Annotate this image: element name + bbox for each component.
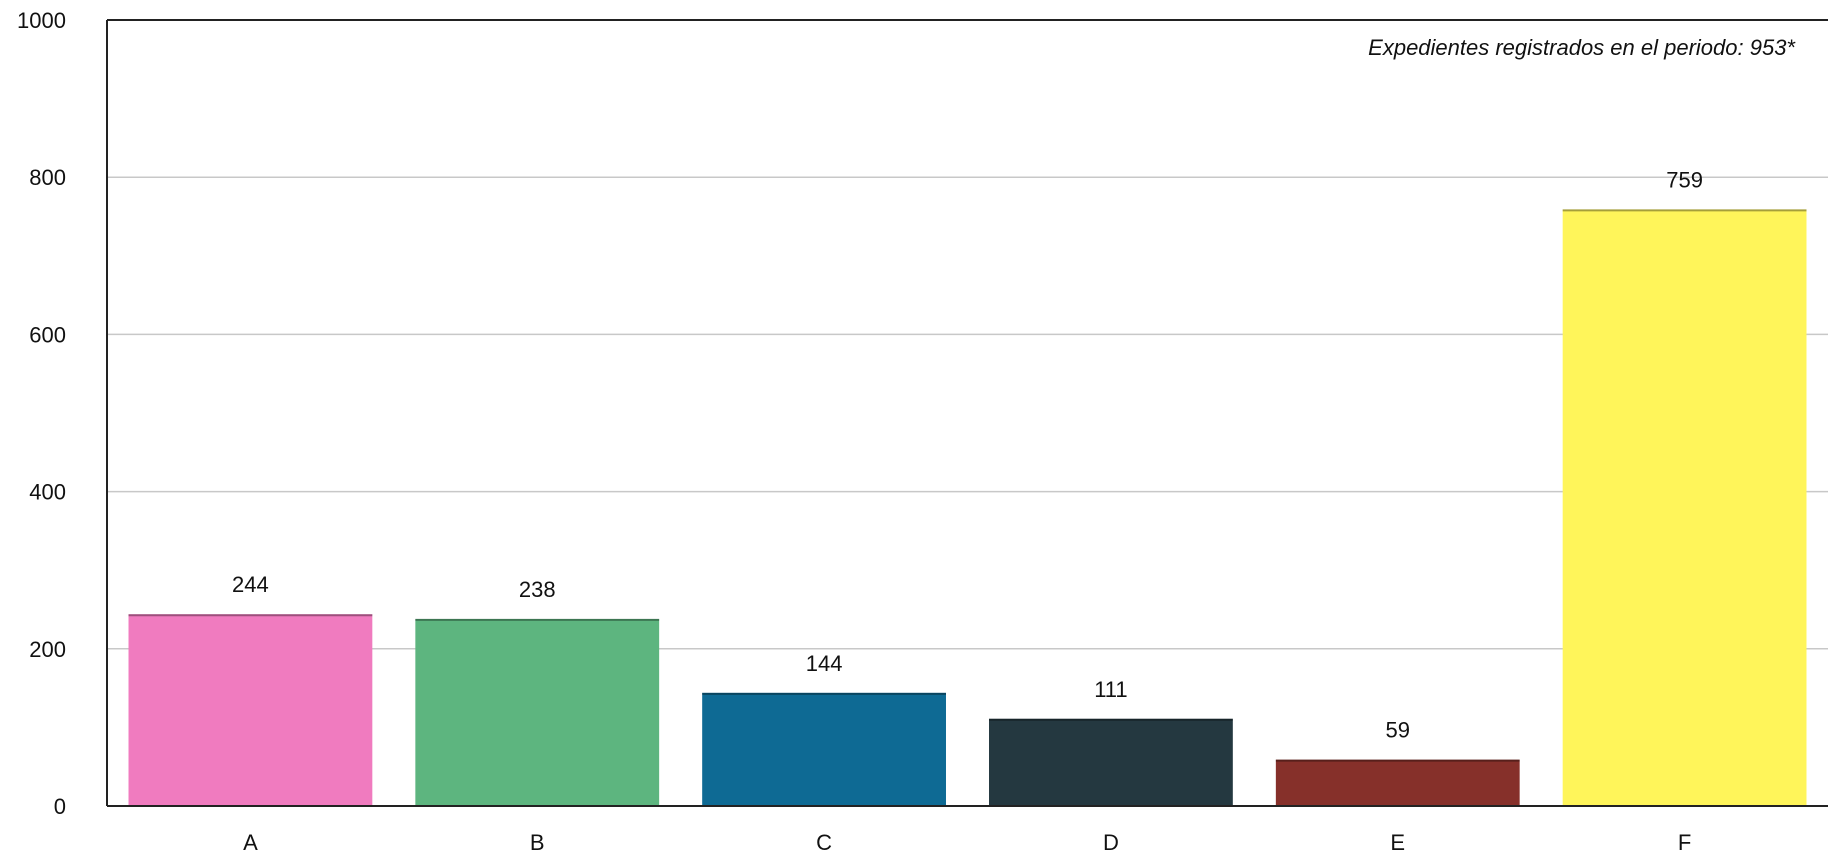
x-tick-label: E — [1390, 830, 1405, 855]
x-tick-label: C — [816, 830, 832, 855]
x-tick-label: B — [530, 830, 545, 855]
data-label-d: 111 — [1094, 677, 1127, 702]
bar-e — [1275, 759, 1520, 806]
bar-a — [128, 614, 373, 806]
y-tick-label: 1000 — [17, 8, 66, 33]
bar-b — [415, 618, 660, 806]
bar-c — [702, 692, 946, 806]
bar-f — [1562, 209, 1807, 806]
data-label-b: 238 — [519, 577, 556, 602]
y-tick-label: 200 — [29, 637, 66, 662]
x-tick-label: F — [1678, 830, 1691, 855]
data-label-f: 759 — [1666, 167, 1703, 192]
gridlines — [107, 176, 1828, 650]
bars — [128, 209, 1807, 806]
axes: 0 200 400 600 800 1000 A B C D E F — [17, 8, 1828, 855]
y-tick-label: 0 — [54, 794, 66, 819]
data-label-e: 59 — [1386, 718, 1410, 743]
data-label-c: 144 — [806, 651, 843, 676]
y-tick-label: 800 — [29, 165, 66, 190]
x-tick-label: D — [1103, 830, 1119, 855]
chart-annotation: Expedientes registrados en el periodo: 9… — [1368, 35, 1796, 60]
y-tick-label: 400 — [29, 480, 66, 505]
data-label-a: 244 — [232, 572, 269, 597]
y-tick-label: 600 — [29, 322, 66, 347]
bar-d — [989, 718, 1233, 806]
data-labels: 244 238 144 111 59 759 — [232, 167, 1703, 742]
x-tick-label: A — [243, 830, 258, 855]
